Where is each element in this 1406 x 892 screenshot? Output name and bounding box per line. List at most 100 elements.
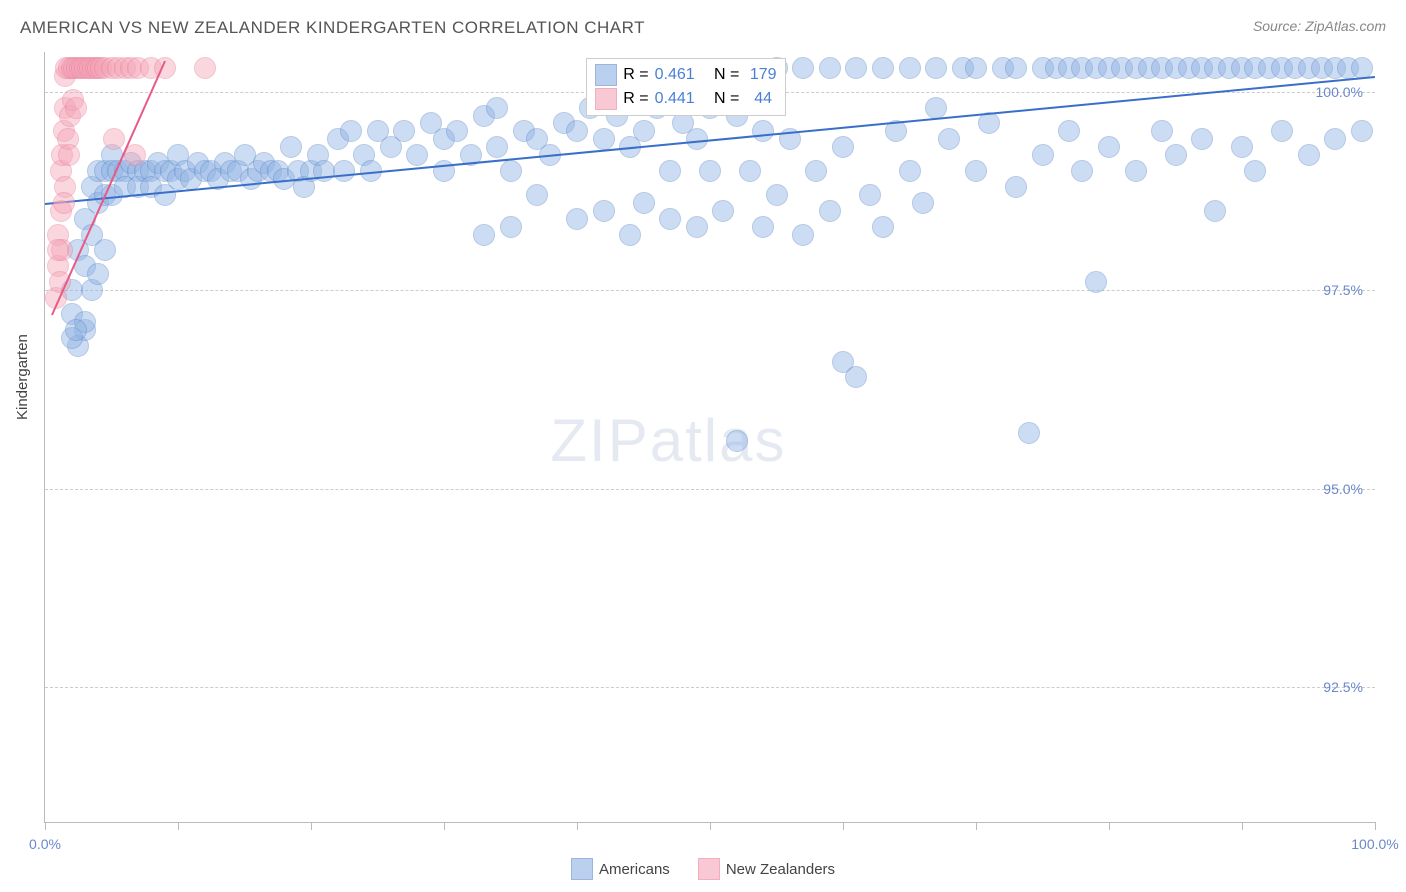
scatter-point [805, 160, 827, 182]
scatter-point [872, 57, 894, 79]
scatter-point [65, 319, 87, 341]
scatter-point [1191, 128, 1213, 150]
scatter-point [1071, 160, 1093, 182]
scatter-point [925, 97, 947, 119]
legend-swatch [571, 858, 593, 880]
scatter-point [333, 160, 355, 182]
x-tick [1109, 822, 1110, 830]
scatter-point [593, 200, 615, 222]
scatter-point [912, 192, 934, 214]
scatter-point [1231, 136, 1253, 158]
scatter-point [899, 160, 921, 182]
x-tick-label: 0.0% [29, 836, 61, 852]
scatter-point [47, 239, 69, 261]
scatter-point [752, 216, 774, 238]
scatter-point [566, 120, 588, 142]
scatter-point [819, 200, 841, 222]
scatter-point [619, 224, 641, 246]
scatter-point [872, 216, 894, 238]
x-tick [45, 822, 46, 830]
y-axis-label: Kindergarten [14, 334, 31, 420]
scatter-point [124, 144, 146, 166]
scatter-point [1005, 57, 1027, 79]
scatter-point [726, 430, 748, 452]
scatter-point [1351, 120, 1373, 142]
scatter-point [566, 208, 588, 230]
watermark: ZIPatlas [550, 406, 786, 475]
x-tick [976, 822, 977, 830]
stats-row: R = 0.461 N = 179 [595, 63, 776, 87]
legend-item: Americans [571, 858, 670, 880]
series-swatch [595, 88, 617, 110]
scatter-point [978, 112, 1000, 134]
scatter-point [712, 200, 734, 222]
gridline [45, 489, 1375, 490]
scatter-point [752, 120, 774, 142]
scatter-point [53, 192, 75, 214]
scatter-point [819, 57, 841, 79]
source-label: Source: ZipAtlas.com [1253, 18, 1386, 34]
scatter-point [1032, 144, 1054, 166]
scatter-point [1125, 160, 1147, 182]
scatter-point [859, 184, 881, 206]
scatter-point [446, 120, 468, 142]
scatter-point [280, 136, 302, 158]
gridline [45, 687, 1375, 688]
scatter-point [792, 224, 814, 246]
scatter-point [65, 97, 87, 119]
chart-title: AMERICAN VS NEW ZEALANDER KINDERGARTEN C… [20, 18, 645, 37]
scatter-point [340, 120, 362, 142]
x-tick [1375, 822, 1376, 830]
x-tick [178, 822, 179, 830]
scatter-point [845, 366, 867, 388]
scatter-point [1271, 120, 1293, 142]
scatter-point [899, 57, 921, 79]
scatter-point [1058, 120, 1080, 142]
scatter-point [633, 192, 655, 214]
scatter-point [194, 57, 216, 79]
scatter-point [58, 144, 80, 166]
scatter-point [633, 120, 655, 142]
legend-swatch [698, 858, 720, 880]
correlation-stats-box: R = 0.461 N = 179 R = 0.441 N = 44 [586, 58, 785, 116]
scatter-point [1151, 120, 1173, 142]
stats-row: R = 0.441 N = 44 [595, 87, 776, 111]
scatter-point [1018, 422, 1040, 444]
legend-item: New Zealanders [698, 858, 835, 880]
x-tick [1242, 822, 1243, 830]
scatter-point [526, 184, 548, 206]
scatter-point [473, 224, 495, 246]
scatter-point [1005, 176, 1027, 198]
scatter-point [965, 57, 987, 79]
chart-legend: Americans New Zealanders [0, 858, 1406, 884]
scatter-point [593, 128, 615, 150]
scatter-point [1098, 136, 1120, 158]
scatter-point [832, 136, 854, 158]
legend-label: Americans [599, 861, 670, 878]
scatter-point [94, 239, 116, 261]
scatter-point [659, 160, 681, 182]
scatter-point [87, 263, 109, 285]
scatter-point [659, 208, 681, 230]
scatter-point [103, 128, 125, 150]
scatter-point [792, 57, 814, 79]
scatter-point [393, 120, 415, 142]
scatter-point [1085, 271, 1107, 293]
scatter-point [845, 57, 867, 79]
scatter-point [938, 128, 960, 150]
scatter-point [739, 160, 761, 182]
x-tick [577, 822, 578, 830]
scatter-point [925, 57, 947, 79]
x-tick [843, 822, 844, 830]
scatter-point [1165, 144, 1187, 166]
scatter-point [486, 136, 508, 158]
gridline [45, 290, 1375, 291]
scatter-point [766, 184, 788, 206]
x-tick [710, 822, 711, 830]
x-tick [444, 822, 445, 830]
scatter-point [486, 97, 508, 119]
series-swatch [595, 64, 617, 86]
scatter-point [699, 160, 721, 182]
scatter-point [1204, 200, 1226, 222]
scatter-point [406, 144, 428, 166]
